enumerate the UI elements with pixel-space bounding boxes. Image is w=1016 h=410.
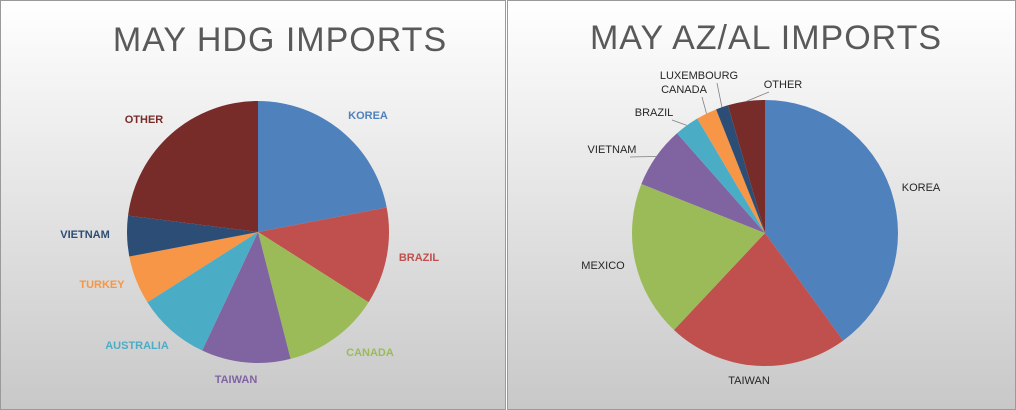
pie-slice: [677, 118, 765, 233]
slice-label: VIETNAM: [60, 229, 110, 241]
slice-label: TAIWAN: [728, 375, 770, 387]
slice-label: CANADA: [346, 347, 394, 359]
slice-label: CANADA: [661, 84, 708, 96]
slice-label: TAIWAN: [215, 374, 258, 386]
pie-slice: [258, 207, 389, 303]
pie-slice: [697, 109, 765, 233]
slice-label: OTHER: [764, 79, 803, 91]
leader-line: [701, 96, 707, 114]
pie-slice: [673, 233, 844, 366]
pie-slice: [716, 105, 765, 233]
pie-slice: [128, 101, 258, 232]
slice-label: MEXICO: [581, 260, 625, 272]
slice-label: TURKEY: [79, 279, 125, 291]
slice-label: OTHER: [125, 114, 164, 126]
leader-line: [746, 91, 770, 102]
pie-slice: [202, 232, 291, 364]
slice-label: AUSTRALIA: [105, 340, 169, 352]
pie-slice: [258, 101, 387, 232]
slice-label: LUXEMBOURG: [660, 70, 738, 82]
slice-label: VIETNAM: [588, 144, 637, 156]
chart-title: MAY AZ/AL IMPORTS: [590, 19, 942, 57]
pie-slice: [127, 215, 258, 257]
pie-slice: [727, 100, 765, 233]
pie-slice: [641, 133, 765, 233]
slice-label: KOREA: [902, 182, 941, 194]
slice-label: BRAZIL: [399, 252, 440, 264]
chart-title: MAY HDG IMPORTS: [113, 21, 447, 59]
pie-slice: [129, 232, 258, 303]
pie-slice: [765, 100, 899, 341]
leader-line: [671, 119, 687, 126]
pie-slice: [632, 184, 765, 330]
slice-label: KOREA: [348, 110, 388, 122]
slice-label: BRAZIL: [635, 107, 674, 119]
pie-slice: [258, 232, 369, 359]
leader-line: [716, 82, 723, 108]
pie-slice: [147, 232, 258, 351]
